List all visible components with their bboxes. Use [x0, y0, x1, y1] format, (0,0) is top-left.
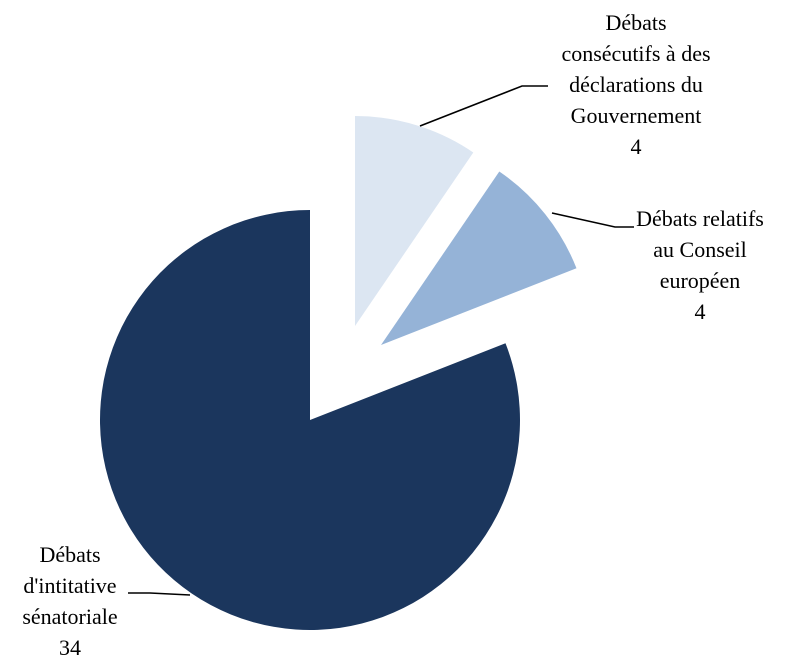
slice-label-line: Débats relatifs — [636, 206, 764, 231]
slice-label-line: consécutifs à des — [561, 41, 710, 66]
slice-label-line: Débats — [605, 10, 666, 35]
leader-line-2 — [128, 592, 191, 596]
slice-label-line: Gouvernement — [571, 103, 702, 128]
slice-value: 4 — [631, 134, 642, 159]
slice-label-line: d'intitative — [23, 573, 116, 598]
pie-slice-0 — [355, 116, 474, 326]
slice-label-line: sénatoriale — [22, 604, 117, 629]
slice-value: 4 — [695, 299, 706, 324]
pie-slice-2 — [99, 210, 520, 630]
leader-lines — [128, 85, 634, 596]
slice-value: 34 — [59, 635, 81, 660]
pie-slices — [99, 116, 577, 630]
slice-label-0: Débats consécutifs à des déclarations du Go… — [561, 10, 710, 159]
leader-line-1 — [551, 212, 634, 228]
slice-labels: Débats consécutifs à des déclarations du Go… — [22, 10, 763, 660]
pie-slice-1 — [381, 171, 577, 345]
slice-label-1: Débats relatifs au Conseil européen 4 — [636, 206, 764, 324]
slice-label-line: au Conseil — [653, 237, 747, 262]
slice-label-line: européen — [660, 268, 741, 293]
leader-line-0 — [419, 85, 548, 127]
slice-label-2: Débats d'intitative sénatoriale 34 — [22, 542, 117, 660]
slice-label-line: déclarations du — [569, 72, 703, 97]
slice-label-line: Débats — [39, 542, 100, 567]
